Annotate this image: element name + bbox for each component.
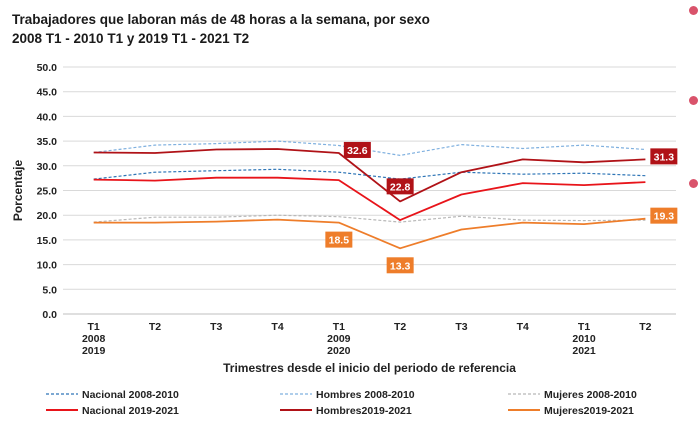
legend-entry: Mujeres2019-2021	[544, 405, 634, 417]
y-tick-label: 35.0	[37, 136, 58, 148]
x-tick-label: T2	[394, 321, 406, 333]
decorative-dot-icon	[689, 179, 698, 188]
x-tick-label: T1	[578, 321, 590, 333]
y-tick-label: 15.0	[37, 235, 58, 247]
x-tick-label: T3	[210, 321, 222, 333]
data-label: 32.6	[347, 145, 368, 157]
chart-title-line-2: 2008 T1 - 2010 T1 y 2019 T1 - 2021 T2	[12, 31, 250, 46]
y-tick-label: 10.0	[37, 260, 58, 272]
decorative-dot-icon	[689, 96, 698, 105]
series-line	[93, 214, 646, 223]
series-line	[93, 168, 646, 180]
x-tick-label: T1	[333, 321, 345, 333]
legend-entry: Nacional 2008-2010	[82, 389, 179, 401]
y-tick-label: 30.0	[37, 161, 58, 173]
x-tick-label: 2019	[82, 345, 106, 357]
x-tick-label: 2021	[572, 345, 596, 357]
y-tick-label: 0.0	[42, 309, 57, 321]
y-tick-label: 25.0	[37, 186, 58, 198]
chart-title: Trabajadores que laboran más de 48 horas…	[12, 10, 430, 48]
data-label-box	[386, 178, 414, 195]
y-tick-label: 40.0	[37, 111, 58, 123]
data-label-box	[650, 148, 678, 165]
legend-entry: Nacional 2019-2021	[82, 405, 179, 417]
x-tick-label: T3	[455, 321, 467, 333]
x-axis-title: Trimestres desde el inicio del periodo d…	[223, 361, 516, 375]
x-tick-label: T1	[88, 321, 100, 333]
series-line	[93, 176, 646, 222]
data-label: 19.3	[654, 211, 675, 223]
x-tick-label: 2010	[572, 333, 596, 345]
legend-entry: Hombres 2008-2010	[316, 389, 415, 401]
data-label: 18.5	[329, 235, 350, 247]
legend-entry: Hombres2019-2021	[316, 405, 412, 417]
data-label: 22.8	[390, 181, 411, 193]
y-tick-label: 45.0	[37, 87, 58, 99]
y-tick-label: 5.0	[42, 284, 57, 296]
x-tick-label: T2	[149, 321, 161, 333]
x-tick-label: T4	[271, 321, 283, 333]
x-tick-label: T4	[517, 321, 529, 333]
y-tick-label: 50.0	[37, 62, 58, 74]
data-label: 31.3	[654, 151, 675, 163]
chart-title-line-1: Trabajadores que laboran más de 48 horas…	[12, 12, 430, 27]
data-label-box	[386, 257, 414, 274]
y-tick-label: 20.0	[37, 210, 58, 222]
data-label-box	[325, 231, 353, 248]
data-label-box	[343, 141, 371, 158]
data-label: 13.3	[390, 260, 411, 272]
series-line	[93, 217, 646, 250]
x-tick-label: 2008	[82, 333, 106, 345]
y-axis-title: Porcentaje	[11, 159, 25, 221]
x-tick-label: 2009	[327, 333, 351, 345]
x-tick-label: 2020	[327, 345, 351, 357]
data-label-box	[650, 207, 678, 224]
x-tick-label: T2	[639, 321, 651, 333]
decorative-dot-icon	[689, 6, 698, 15]
legend-entry: Mujeres 2008-2010	[544, 389, 637, 401]
series-line	[93, 148, 646, 203]
